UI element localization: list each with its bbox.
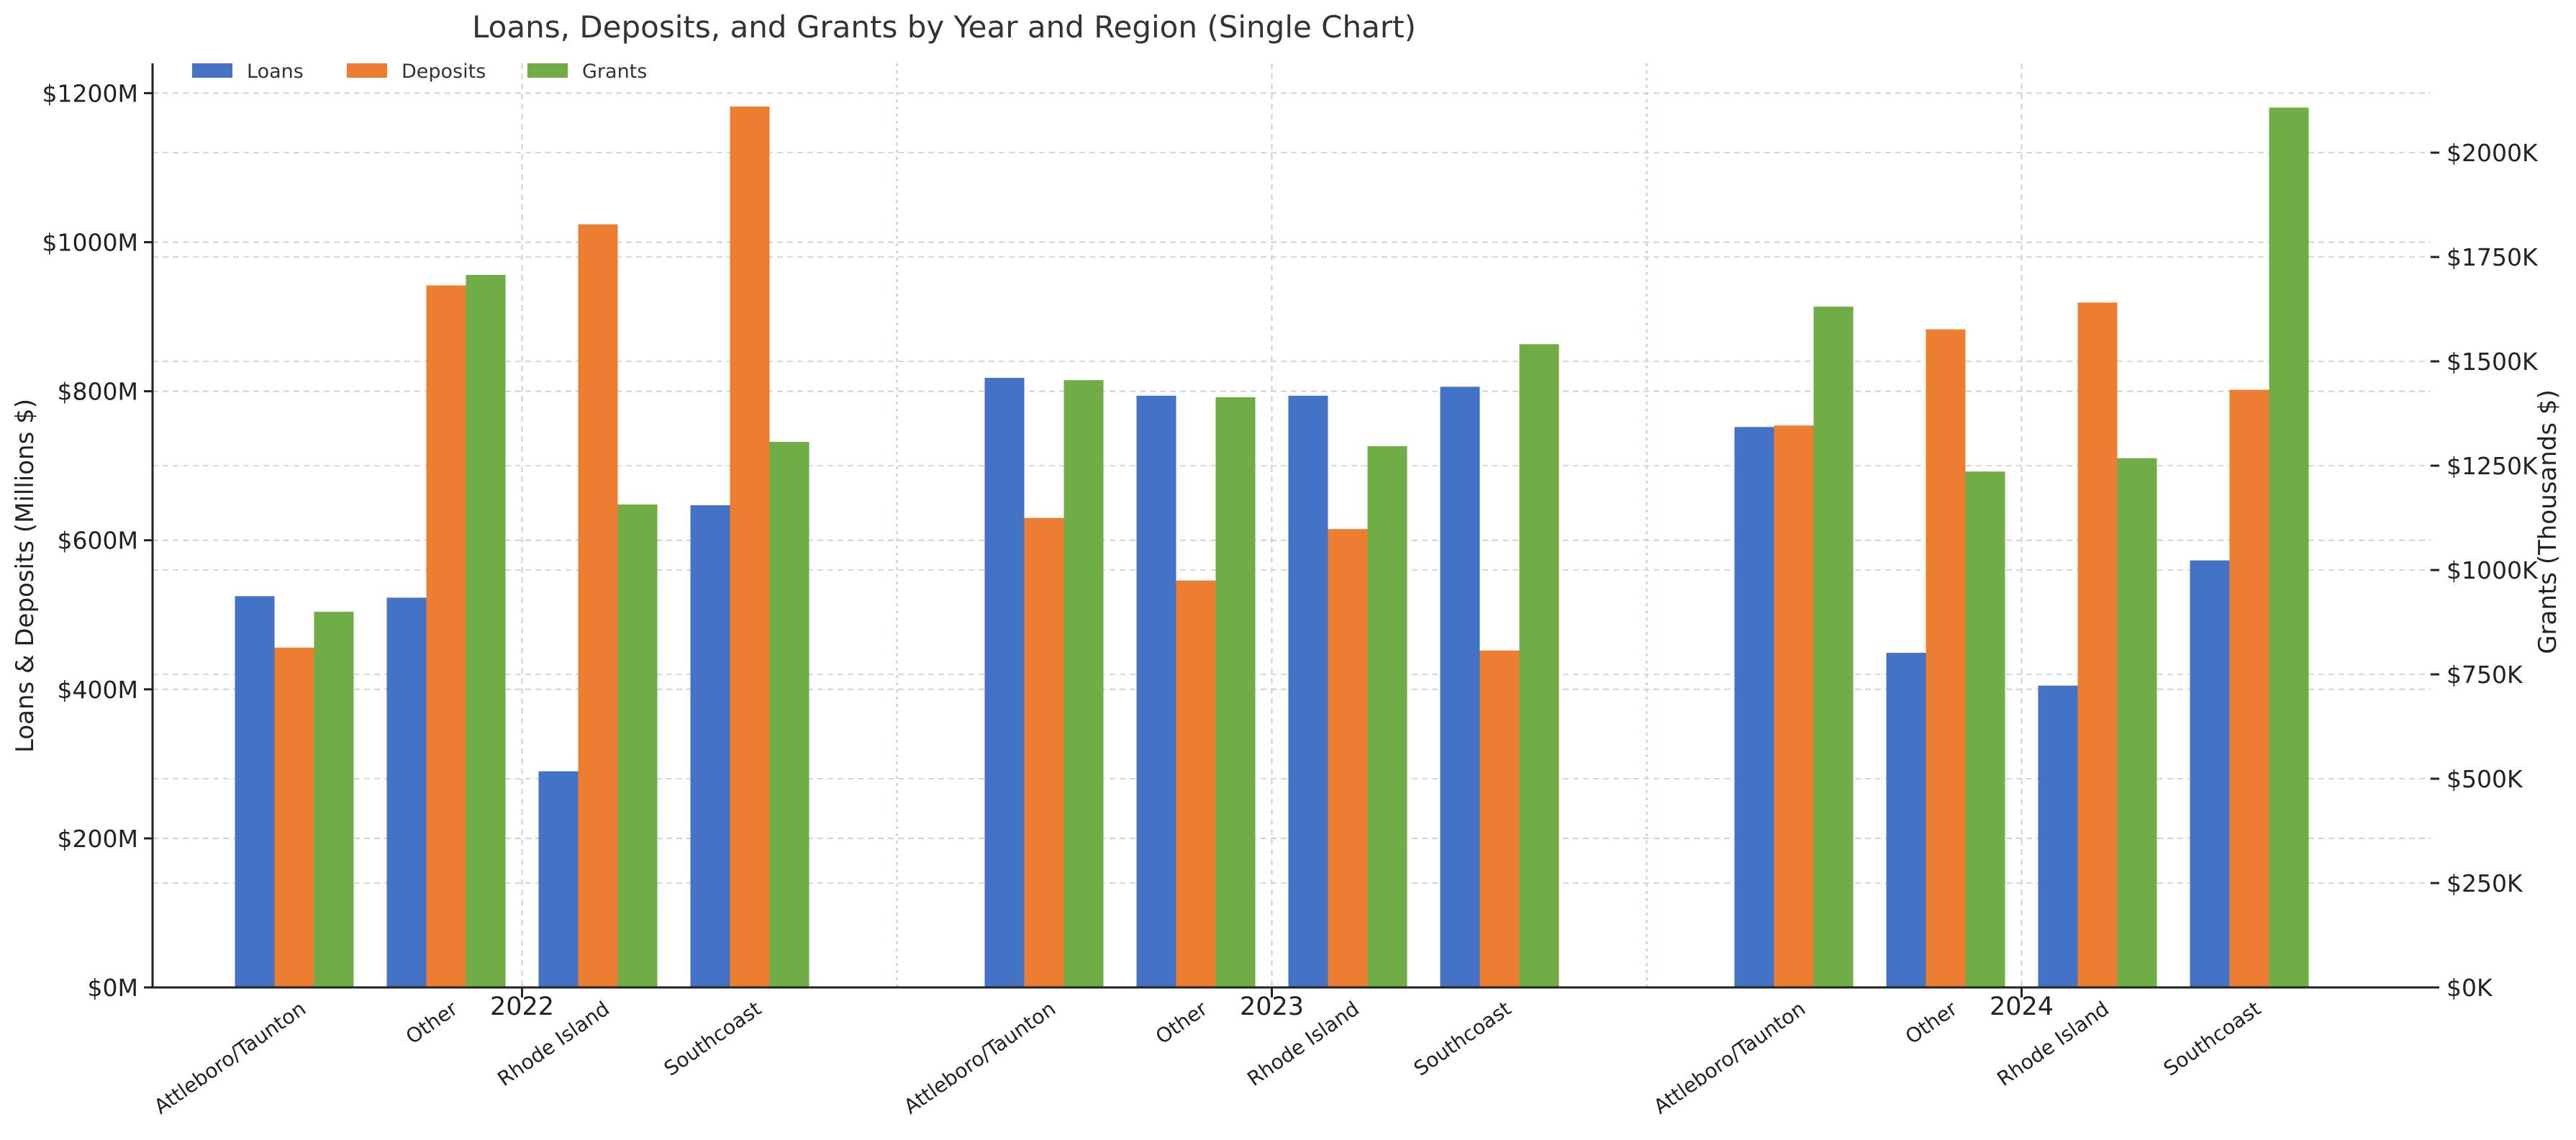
legend-label-deposits: Deposits bbox=[402, 60, 486, 83]
y-tick-label-left: $200M bbox=[58, 825, 138, 853]
bar-deposits-2023-rhode-island bbox=[1328, 529, 1368, 987]
y-tick-label-left: $400M bbox=[58, 676, 138, 704]
region-tick-label: Other bbox=[1151, 996, 1212, 1049]
y-tick-label-right: $1500K bbox=[2446, 348, 2539, 376]
y-tick-label-right: $750K bbox=[2446, 661, 2523, 689]
year-label-2023: 2023 bbox=[1240, 992, 1304, 1021]
bar-grants-2024-rhode-island bbox=[2117, 458, 2157, 987]
y-axis-label-right: Grants (Thousands $) bbox=[2534, 389, 2562, 654]
bar-loans-2024-attleboro-taunton bbox=[1734, 427, 1774, 987]
bar-loans-2022-other bbox=[386, 597, 427, 987]
bar-deposits-2024-rhode-island bbox=[2077, 302, 2118, 987]
y-tick-label-right: $1750K bbox=[2446, 243, 2539, 271]
y-tick-label-right: $2000K bbox=[2446, 139, 2539, 167]
year-label-2024: 2024 bbox=[1990, 992, 2054, 1021]
y-tick-label-right: $1000K bbox=[2446, 556, 2539, 584]
year-label-2022: 2022 bbox=[490, 992, 554, 1021]
region-tick-label: Attleboro/Taunton bbox=[899, 997, 1060, 1119]
bar-loans-2023-rhode-island bbox=[1288, 395, 1328, 987]
bar-loans-2024-rhode-island bbox=[2038, 685, 2078, 987]
region-tick-label: Other bbox=[1901, 996, 1962, 1049]
region-tick-label: Attleboro/Taunton bbox=[1649, 997, 1810, 1119]
bar-grants-2024-southcoast bbox=[2269, 107, 2309, 988]
legend-swatch-grants bbox=[527, 63, 568, 78]
bar-deposits-2023-attleboro-taunton bbox=[1024, 517, 1064, 987]
legend-swatch-loans bbox=[192, 63, 232, 78]
bar-deposits-2022-southcoast bbox=[730, 107, 770, 987]
bar-grants-2023-rhode-island bbox=[1367, 445, 1407, 987]
bar-loans-2023-other bbox=[1136, 395, 1176, 987]
bar-deposits-2024-southcoast bbox=[2229, 389, 2269, 987]
y-tick-label-right: $0K bbox=[2446, 974, 2493, 1002]
y-tick-label-right: $250K bbox=[2446, 869, 2523, 897]
bar-deposits-2024-attleboro-taunton bbox=[1774, 425, 1814, 987]
y-tick-label-left: $800M bbox=[58, 378, 138, 406]
bar-loans-2022-rhode-island bbox=[538, 771, 579, 987]
bar-loans-2022-attleboro-taunton bbox=[235, 596, 275, 987]
bar-deposits-2022-rhode-island bbox=[578, 224, 618, 987]
bar-grants-2022-rhode-island bbox=[617, 505, 658, 987]
legend: Loans Deposits Grants bbox=[192, 60, 647, 83]
y-tick-label-right: $1250K bbox=[2446, 452, 2539, 480]
bar-loans-2024-other bbox=[1886, 653, 1926, 987]
bar-grants-2022-southcoast bbox=[769, 442, 809, 987]
y-tick-label-left: $600M bbox=[58, 527, 138, 555]
bar-grants-2023-other bbox=[1215, 397, 1256, 987]
y-axis-label-left: Loans & Deposits (Millions $) bbox=[11, 399, 40, 753]
bar-deposits-2022-attleboro-taunton bbox=[274, 647, 314, 987]
bar-loans-2022-southcoast bbox=[690, 505, 730, 987]
bar-grants-2024-attleboro-taunton bbox=[1813, 307, 1854, 987]
bar-deposits-2023-other bbox=[1176, 580, 1216, 987]
bar-grants-2023-southcoast bbox=[1519, 344, 1559, 987]
region-tick-label: Southcoast bbox=[2159, 997, 2265, 1081]
bar-loans-2023-attleboro-taunton bbox=[984, 377, 1025, 987]
bar-deposits-2022-other bbox=[426, 285, 466, 987]
region-tick-label: Southcoast bbox=[660, 997, 766, 1081]
y-tick-label-left: $1200M bbox=[42, 79, 138, 107]
bar-grants-2022-attleboro-taunton bbox=[314, 612, 354, 987]
bar-deposits-2023-southcoast bbox=[1479, 650, 1520, 987]
region-tick-label: Other bbox=[402, 996, 462, 1049]
bar-grants-2024-other bbox=[1965, 471, 2005, 987]
y-tick-label-left: $0M bbox=[88, 974, 138, 1002]
bars-layer bbox=[235, 107, 2309, 988]
chart-title: Loans, Deposits, and Grants by Year and … bbox=[472, 9, 1416, 45]
region-tick-label: Southcoast bbox=[1410, 997, 1515, 1081]
legend-swatch-deposits bbox=[347, 63, 387, 78]
y-tick-label-right: $500K bbox=[2446, 765, 2523, 793]
bar-grants-2023-attleboro-taunton bbox=[1063, 380, 1104, 987]
bar-loans-2023-southcoast bbox=[1440, 386, 1480, 987]
region-tick-label: Attleboro/Taunton bbox=[150, 997, 310, 1119]
bar-grants-2022-other bbox=[466, 275, 506, 987]
bar-deposits-2024-other bbox=[1926, 329, 1966, 988]
legend-label-grants: Grants bbox=[582, 60, 647, 83]
y-tick-label-left: $1000M bbox=[42, 229, 138, 257]
bar-loans-2024-southcoast bbox=[2190, 560, 2230, 987]
legend-label-loans: Loans bbox=[247, 60, 304, 83]
